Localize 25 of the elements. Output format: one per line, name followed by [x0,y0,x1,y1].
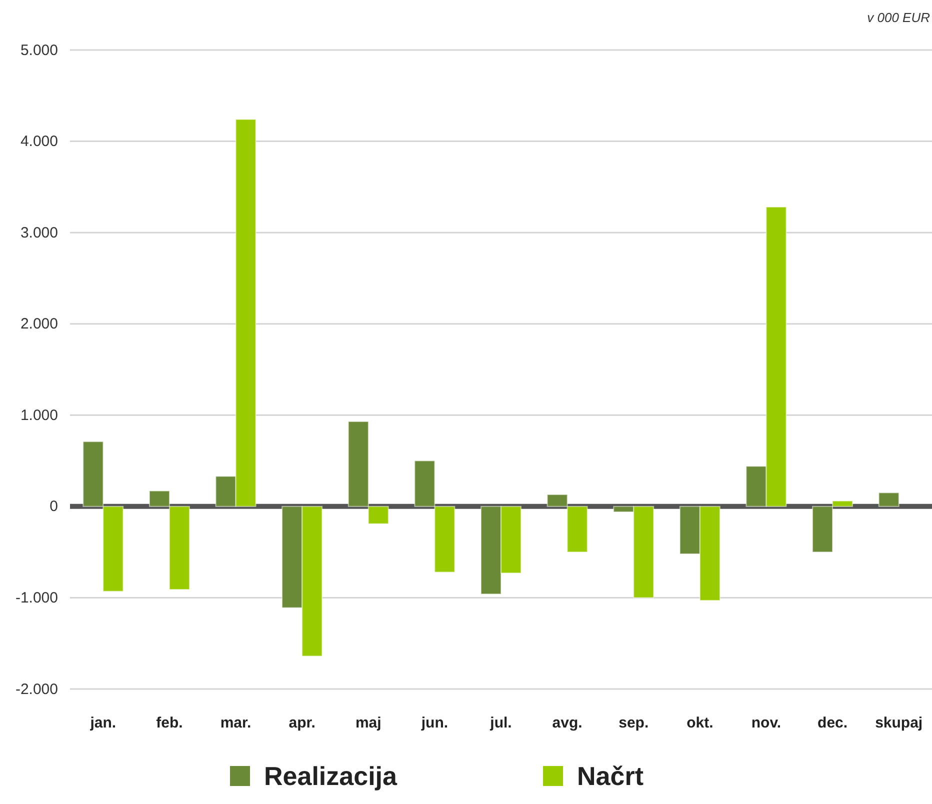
text: v 000 EUR [867,10,930,25]
x-tick-label: jun. [420,714,448,732]
y-tick-label: -2.000 [15,680,58,698]
x-tick-label: dec. [818,714,848,732]
y-tick-label: 3.000 [20,224,58,242]
bar [878,492,900,507]
legend-label: Načrt [577,761,644,791]
x-tick-label: nov. [751,714,782,732]
x-tick-label: mar. [220,714,252,732]
x-tick-label: maj [355,714,382,732]
x-tick-label: jul. [489,714,512,732]
y-tick-label: 5.000 [20,42,58,59]
x-tick-label: skupaj [875,714,923,732]
x-tick-label: avg. [552,714,582,732]
x-tick-label: feb. [156,714,183,732]
x-tick-label: sep. [618,714,649,732]
legend-label: Realizacija [264,761,398,791]
x-tick-label: jan. [89,714,116,732]
y-tick-label: 0 [50,498,58,516]
x-tick-label: okt. [686,714,714,732]
y-tick-label: 2.000 [20,316,58,333]
y-tick-label: 4.000 [20,133,58,150]
y-tick-label: -1.000 [15,590,58,607]
y-tick-label: 1.000 [20,406,58,424]
x-tick-label: apr. [288,714,316,732]
